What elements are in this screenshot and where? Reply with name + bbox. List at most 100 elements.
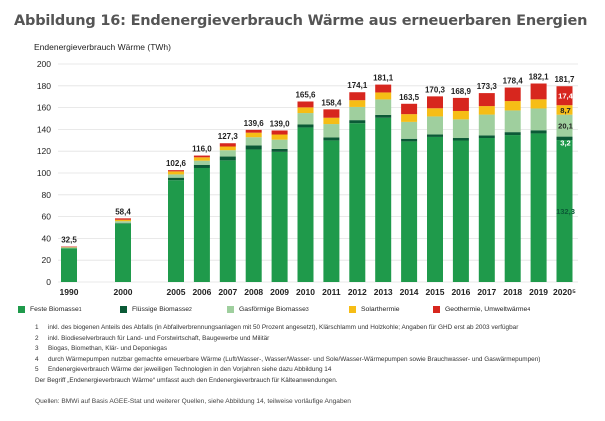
y-tick-label: 140 [37, 124, 51, 134]
segment-label: 17,4 [558, 92, 574, 101]
y-tick-label: 200 [37, 59, 51, 69]
y-tick-label: 80 [42, 190, 52, 200]
bar-segment [427, 116, 443, 135]
bar-segment [504, 135, 521, 282]
bar-segment [219, 146, 236, 151]
bar-segment [297, 101, 314, 108]
legend-sup: 2 [189, 306, 192, 313]
bar-segment [349, 106, 366, 121]
bar-segment [375, 84, 392, 93]
bar-segment [168, 180, 184, 282]
footnote-5: 5 Endenergieverbrauch Wärme der jeweilige… [35, 366, 332, 374]
bar-segment [375, 117, 392, 282]
footnote-4: 4 durch Wärmepumpen nutzbar gemachte erne… [35, 355, 541, 363]
bar-segment [323, 109, 340, 118]
x-tick-label: 2011 [322, 287, 341, 297]
bar-segment [297, 124, 314, 128]
bar-segment [478, 114, 495, 136]
bar-total-label: 139,0 [270, 119, 291, 128]
bar-segment [375, 114, 392, 118]
bar-segment [427, 96, 443, 109]
bar-segment [349, 120, 366, 124]
bar-segment [115, 218, 131, 220]
legend-sup: 4 [527, 306, 531, 313]
bar-segment [245, 129, 262, 133]
bar-segment [452, 140, 469, 282]
x-tick-label: 2008 [244, 287, 263, 297]
bar-segment [115, 219, 131, 222]
bar-segment [219, 150, 236, 157]
bar-segment [452, 110, 469, 120]
bar-segment [452, 138, 469, 141]
bar-segment [168, 171, 184, 175]
bar-segment [504, 132, 521, 136]
footnote-3: 3 Biogas, Biomethan, Klär- und Deponiegas [35, 345, 168, 353]
bar-total-label: 170,3 [425, 85, 446, 94]
bar-segment [245, 145, 262, 150]
bar-segment [504, 101, 521, 111]
footnote-2: 2 inkl. Biodieselverbrauch für Land- und … [35, 334, 270, 342]
bar-segment [401, 138, 418, 142]
bar-total-label: 102,6 [166, 159, 187, 168]
bar-segment [323, 140, 340, 282]
bar-segment [245, 137, 262, 146]
y-tick-label: 40 [42, 233, 52, 243]
bar-total-label: 181,1 [373, 74, 394, 83]
bar-total-label: 139,6 [244, 119, 265, 128]
bar-segment [61, 246, 77, 248]
bar-total-label: 32,5 [61, 236, 77, 245]
footnote-1: 1 inkl. des biogenen Anteils des Abfalls … [35, 324, 519, 331]
bar-segment [193, 167, 210, 282]
bar-segment [219, 160, 236, 282]
y-tick-label: 160 [37, 103, 51, 113]
bar-segment [349, 100, 366, 107]
segment-label: 3,2 [560, 139, 571, 148]
y-tick-label: 100 [37, 168, 51, 178]
bar-total-label: 116,0 [192, 145, 212, 154]
bar-total-label: 158,4 [321, 98, 342, 107]
bar-total-label: 165,6 [295, 90, 316, 99]
bar-segment [297, 113, 314, 125]
bar-segment [323, 124, 340, 138]
x-tick-label: 2018 [503, 287, 522, 297]
legend-item-solarthermie: Solarthermie [349, 306, 400, 313]
bar-segment [556, 86, 573, 106]
x-tick-label: 2013 [374, 287, 393, 297]
legend-label: Feste Biomasse [30, 306, 79, 313]
bar-segment [245, 149, 262, 282]
legend-swatch [18, 306, 25, 313]
footnotes: 1 inkl. des biogenen Anteils des Abfalls … [35, 323, 600, 387]
bar-segment [504, 87, 521, 102]
bar-segment [556, 140, 573, 282]
bar-segment [245, 132, 262, 138]
bar-segment [193, 160, 210, 165]
bar-total-label: 174,1 [347, 81, 368, 90]
chart-legend: Feste Biomasse 1 Flüssige Biomasse 2 Gasfö… [18, 306, 598, 320]
figure-title: Abbildung 16: Endenergieverbrauch Wärme … [14, 13, 588, 29]
bar-segment [556, 105, 573, 115]
bar-segment [401, 121, 418, 139]
legend-swatch [227, 306, 234, 313]
x-tick-label: 2020⁵ [553, 287, 576, 297]
segment-label: 8,7 [560, 106, 571, 115]
bar-segment [530, 108, 547, 131]
bar-segment [349, 123, 366, 282]
bar-total-label: 163,5 [399, 93, 420, 102]
bar-segment [401, 141, 418, 282]
x-tick-label: 2017 [477, 287, 496, 297]
bar-segment [219, 156, 236, 161]
bar-segment [478, 138, 495, 282]
bar-segment [401, 103, 418, 115]
bar-segment [193, 164, 210, 168]
bar-segment [530, 83, 547, 100]
legend-label: Geothermie, Umweltwärme [445, 306, 528, 313]
bar-total-label: 173,3 [477, 82, 498, 91]
x-tick-label: 2007 [218, 287, 237, 297]
bar-segment [297, 127, 314, 282]
bar-segment [478, 135, 495, 139]
x-tick-label: 2012 [348, 287, 367, 297]
legend-sup: 3 [305, 306, 309, 313]
bar-segment [427, 134, 443, 137]
bar-segment [193, 155, 210, 158]
bar-total-label: 168,9 [451, 87, 472, 96]
